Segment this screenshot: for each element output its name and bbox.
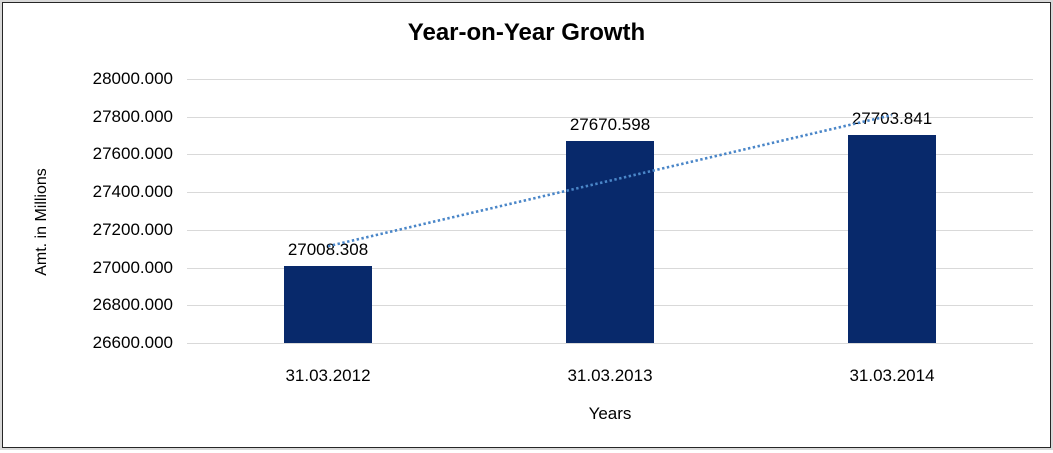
x-axis-tick-label: 31.03.2012 [285, 366, 371, 385]
y-gridline [187, 79, 1033, 80]
y-axis-tick-label: 27200.000 [92, 219, 173, 239]
y-axis-tick-label: 27000.000 [92, 257, 173, 277]
data-label: 27670.598 [569, 115, 651, 135]
y-axis-tick-label: 27600.000 [92, 144, 173, 164]
y-axis-tick-label: 26800.000 [92, 295, 173, 315]
y-axis-tick-label: 28000.000 [92, 69, 173, 88]
x-axis-tick-label: 31.03.2014 [849, 366, 935, 385]
bar-31.03.2012 [284, 266, 372, 343]
data-label: 27008.308 [287, 240, 369, 259]
x-axis-title: Years [588, 404, 632, 423]
y-axis-tick-label: 27800.000 [92, 106, 173, 126]
y-axis-tick-label: 27400.000 [92, 182, 173, 202]
data-label: 27703.841 [851, 108, 933, 128]
y-axis-tick-label: 26600.000 [92, 333, 173, 352]
x-axis-tick-label: 31.03.2013 [567, 366, 653, 385]
bar-31.03.2014 [848, 134, 936, 343]
bar-31.03.2013 [566, 141, 654, 343]
chart-title: Year-on-Year Growth [407, 19, 646, 46]
y-gridline [187, 343, 1033, 344]
